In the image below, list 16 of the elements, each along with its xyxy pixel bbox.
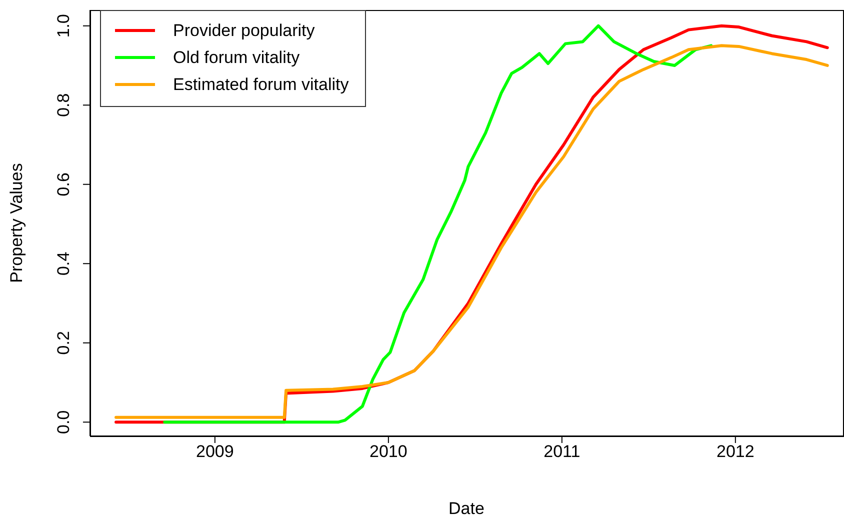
y-axis-title: Property Values [7,163,26,283]
y-tick-label: 0.4 [54,252,73,276]
y-tick-label: 0.8 [54,93,73,117]
x-axis-title: Date [448,499,484,518]
y-tick-label: 0.6 [54,172,73,196]
legend-label: Provider popularity [173,20,315,42]
x-tick-label: 2009 [196,442,234,462]
y-tick-label: 0.0 [54,410,73,434]
y-tick-label: 0.2 [54,331,73,355]
legend-label: Estimated forum vitality [173,74,349,96]
x-tick-label: 2010 [370,442,408,462]
x-tick-label: 2011 [544,442,580,462]
line-series [163,24,713,424]
legend-label: Old forum vitality [173,47,300,69]
x-tick-label: 2012 [716,442,754,462]
y-tick-label: 1.0 [54,14,73,38]
